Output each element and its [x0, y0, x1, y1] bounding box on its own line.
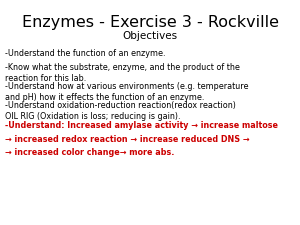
Text: Objectives: Objectives: [122, 31, 178, 41]
Text: → increased redox reaction → increase reduced DNS →: → increased redox reaction → increase re…: [5, 135, 250, 144]
Text: Enzymes - Exercise 3 - Rockville: Enzymes - Exercise 3 - Rockville: [22, 15, 278, 30]
Text: → increased color change→ more abs.: → increased color change→ more abs.: [5, 148, 174, 157]
Text: -Understand oxidation-reduction reaction(redox reaction)
OIL RIG (Oxidation is l: -Understand oxidation-reduction reaction…: [5, 101, 236, 121]
Text: -Know what the substrate, enzyme, and the product of the
reaction for this lab.: -Know what the substrate, enzyme, and th…: [5, 63, 240, 83]
Text: -Understand how at various environments (e.g. temperature
and pH) how it effects: -Understand how at various environments …: [5, 82, 248, 102]
Text: -Understand the function of an enzyme.: -Understand the function of an enzyme.: [5, 49, 166, 58]
Text: -Understand: Increased amylase activity → increase maltose: -Understand: Increased amylase activity …: [5, 121, 278, 130]
